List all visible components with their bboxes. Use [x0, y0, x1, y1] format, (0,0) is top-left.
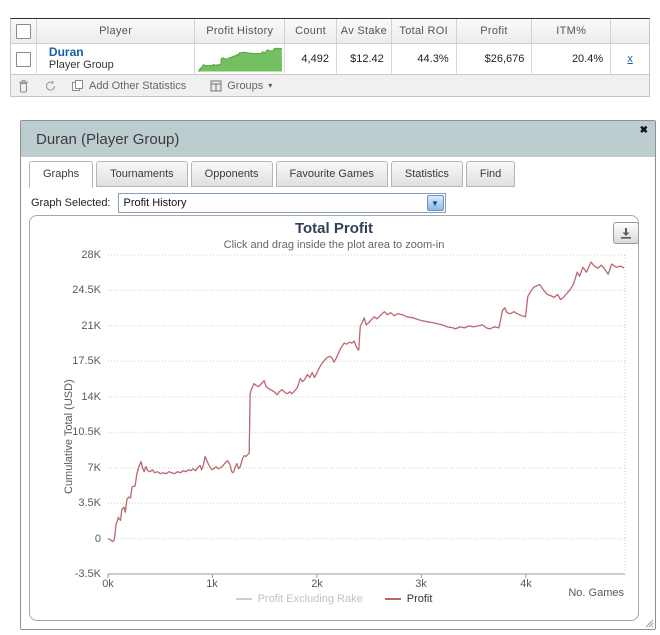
- row-close-cell: x: [611, 44, 649, 74]
- tab-opponents[interactable]: Opponents: [190, 161, 273, 187]
- chart-subtitle: Click and drag inside the plot area to z…: [223, 239, 445, 251]
- y-tick-label: 3.5K: [78, 497, 101, 509]
- chevron-down-icon: ▼: [431, 198, 439, 208]
- legend-item-profit[interactable]: Profit: [384, 593, 433, 605]
- total-roi-value: 44.3%: [392, 44, 457, 74]
- copy-icon: [72, 80, 83, 91]
- profit-chart: Total Profit Click and drag inside the p…: [29, 215, 639, 621]
- y-tick-label: 28K: [81, 249, 101, 261]
- table-row: Duran Player Group 4,492 $12.42 44.3% $2…: [11, 44, 649, 75]
- table-header-row: Player Profit History Count Av Stake Tot…: [11, 19, 649, 44]
- trash-icon: [19, 79, 28, 92]
- count-value: 4,492: [285, 44, 337, 74]
- player-name-link[interactable]: Duran: [48, 45, 84, 59]
- groups-button[interactable]: Groups ▾: [210, 80, 272, 92]
- dialog-title: Duran (Player Group): [36, 130, 180, 148]
- tab-statistics[interactable]: Statistics: [390, 161, 463, 187]
- tab-favourite-games[interactable]: Favourite Games: [275, 161, 388, 187]
- itm-value: 20.4%: [532, 44, 612, 74]
- groups-icon: [210, 80, 222, 91]
- refresh-button[interactable]: [44, 79, 57, 92]
- column-header-profit-history[interactable]: Profit History: [195, 19, 286, 43]
- x-axis-title: No. Games: [568, 587, 624, 599]
- resize-grip-icon[interactable]: [644, 618, 654, 628]
- player-group-label: Player Group: [48, 59, 114, 71]
- y-tick-label: 24.5K: [72, 284, 101, 296]
- results-table: Player Profit History Count Av Stake Tot…: [10, 18, 650, 97]
- player-dialog: Duran (Player Group) ✖ Graphs Tournament…: [20, 120, 656, 630]
- tab-bar: Graphs Tournaments Opponents Favourite G…: [29, 161, 516, 188]
- select-all-cell: [11, 19, 37, 43]
- chart-title: Total Profit: [294, 220, 374, 237]
- refresh-icon: [46, 80, 56, 91]
- graph-select-value: Profit History: [123, 197, 187, 209]
- graph-select-dropdown[interactable]: Profit History ▼: [117, 193, 446, 213]
- profit-sparkline: [197, 46, 282, 72]
- add-other-statistics-label: Add Other Statistics: [89, 79, 187, 92]
- chart-legend: Profit Excluding Rake Profit: [30, 593, 638, 605]
- dropdown-arrow-button[interactable]: ▼: [426, 195, 444, 211]
- column-header-itm[interactable]: ITM%: [532, 19, 612, 43]
- y-tick-label: 17.5K: [72, 355, 101, 367]
- x-tick-label: 1k: [206, 578, 218, 590]
- y-tick-label: 7K: [87, 462, 101, 474]
- column-header-close: [611, 19, 649, 43]
- y-tick-label: 21K: [81, 320, 101, 332]
- av-stake-value: $12.42: [337, 44, 392, 74]
- legend-swatch: [235, 598, 252, 600]
- column-header-count[interactable]: Count: [285, 19, 337, 43]
- x-tick-label: 0k: [102, 578, 114, 590]
- delete-button[interactable]: [17, 79, 30, 93]
- legend-item-profit-excluding-rake[interactable]: Profit Excluding Rake: [235, 593, 363, 605]
- download-chart-button[interactable]: [613, 222, 639, 244]
- player-cell: Duran Player Group: [37, 44, 196, 74]
- legend-label: Profit Excluding Rake: [257, 593, 363, 605]
- tab-tournaments[interactable]: Tournaments: [96, 161, 188, 187]
- dialog-header: Duran (Player Group) ✖: [21, 121, 655, 157]
- download-icon: [621, 228, 631, 239]
- y-tick-label: 14K: [81, 391, 101, 403]
- row-checkbox[interactable]: [15, 51, 31, 67]
- chevron-down-icon: ▾: [268, 81, 273, 90]
- profit-value: $26,676: [457, 44, 533, 74]
- tab-find[interactable]: Find: [465, 161, 516, 187]
- tab-graphs[interactable]: Graphs: [29, 161, 94, 188]
- x-tick-label: 4k: [520, 578, 532, 590]
- y-tick-label: 10.5K: [72, 426, 101, 438]
- table-toolbar: Add Other Statistics Groups ▾: [11, 75, 649, 96]
- legend-swatch: [384, 598, 401, 600]
- row-select-cell: [11, 44, 37, 74]
- column-header-total-roi[interactable]: Total ROI: [392, 19, 457, 43]
- y-tick-label: 0: [94, 533, 101, 545]
- column-header-profit[interactable]: Profit: [457, 19, 533, 43]
- x-tick-label: 2k: [311, 578, 323, 590]
- graph-selected-label: Graph Selected:: [31, 197, 111, 209]
- select-all-checkbox[interactable]: [15, 23, 31, 39]
- remove-row-link[interactable]: x: [627, 53, 633, 65]
- column-header-player[interactable]: Player: [37, 19, 196, 43]
- close-icon[interactable]: ✖: [639, 125, 648, 136]
- column-header-av-stake[interactable]: Av Stake: [337, 19, 392, 43]
- legend-label: Profit: [406, 593, 433, 605]
- profit-history-cell: [195, 44, 286, 74]
- graph-selector-row: Graph Selected: Profit History ▼: [31, 193, 446, 213]
- groups-label: Groups: [227, 79, 264, 92]
- add-other-statistics-button[interactable]: Add Other Statistics: [71, 79, 186, 92]
- x-tick-label: 3k: [415, 578, 427, 590]
- plot-area[interactable]: [30, 216, 638, 620]
- y-tick-label: -3.5K: [74, 568, 101, 580]
